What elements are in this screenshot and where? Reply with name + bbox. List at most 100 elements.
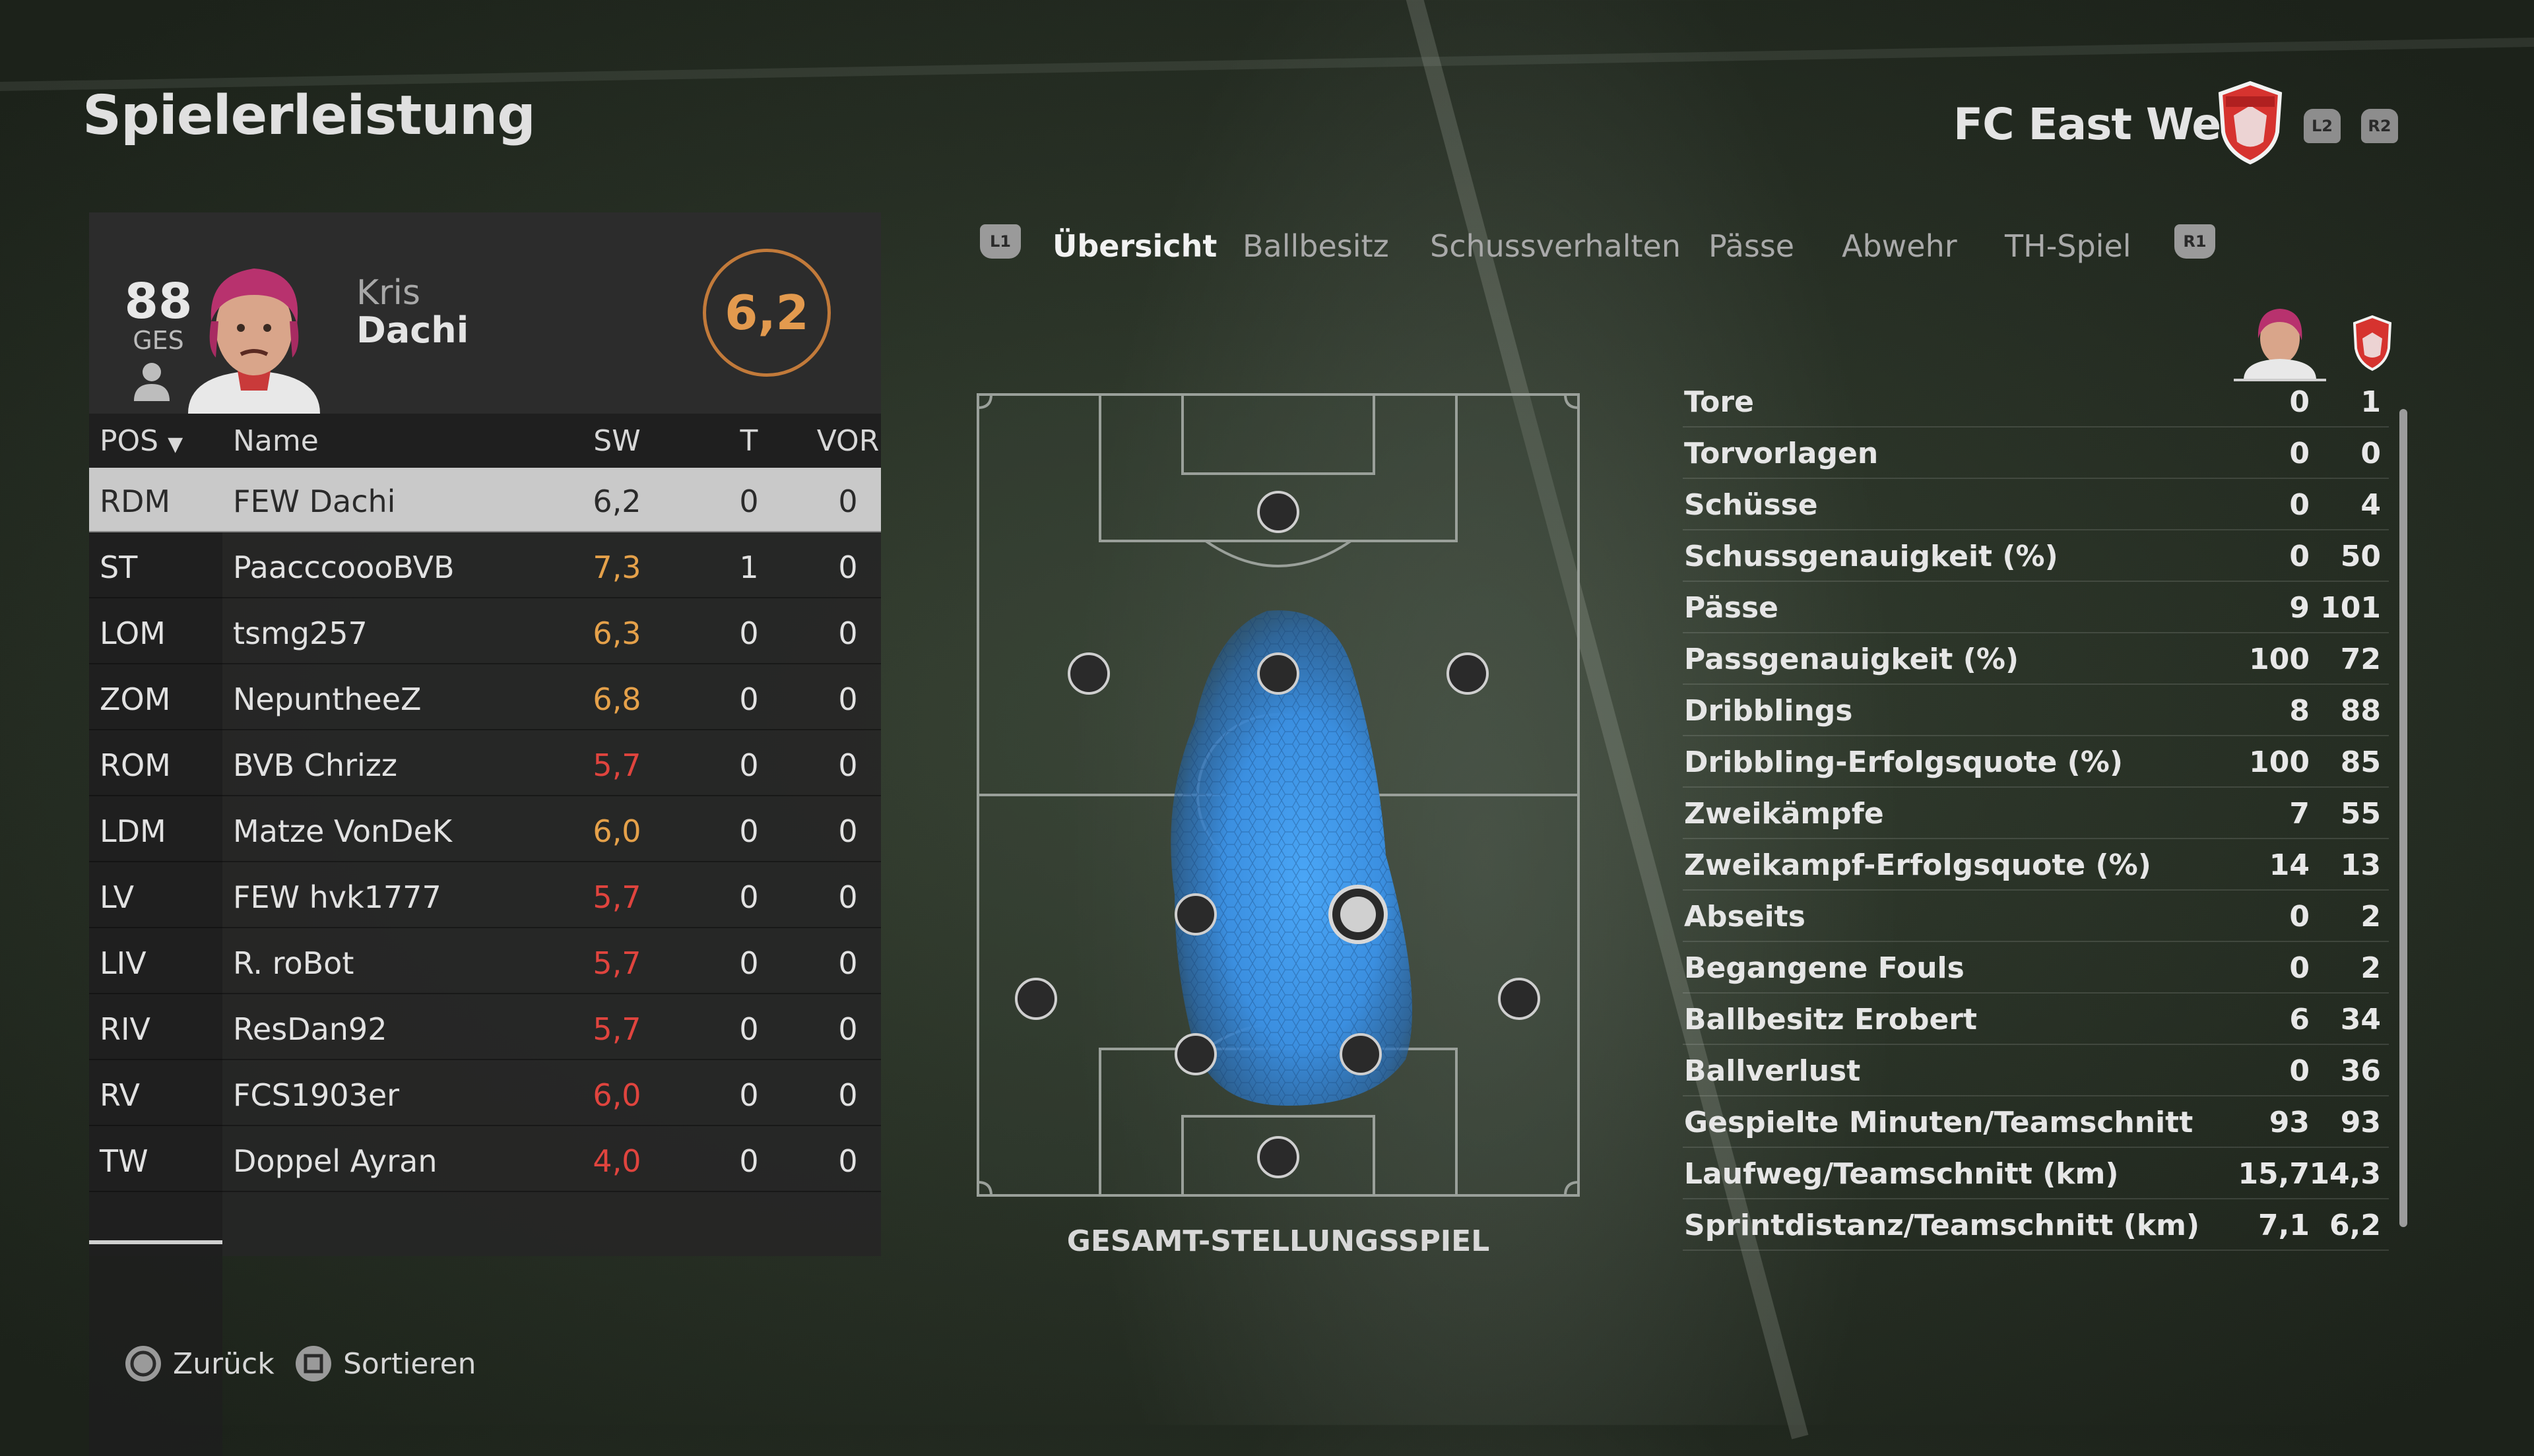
header-name[interactable]: Name	[233, 424, 319, 458]
tab-abwehr[interactable]: Abwehr	[1842, 228, 1957, 264]
row-rating: 7,3	[593, 550, 641, 585]
stat-player-value: 0	[2289, 488, 2310, 522]
stat-row: Ballbesitz Erobert 6 34	[1683, 994, 2389, 1045]
stat-label: Tore	[1684, 385, 1754, 419]
row-player-name: PaacccoooBVB	[233, 550, 455, 585]
team-crest-icon	[2353, 315, 2392, 371]
stat-player-value: 0	[2289, 437, 2310, 470]
tab-paesse[interactable]: Pässe	[1708, 228, 1795, 264]
stat-team-value: 50	[2340, 540, 2381, 573]
stat-team-value: 4	[2360, 488, 2381, 522]
row-player-name: BVB Chrizz	[233, 747, 398, 783]
stat-player-value: 7,1	[2258, 1209, 2310, 1242]
header-pos[interactable]: POS ▼	[100, 424, 183, 458]
stat-row: Schussgenauigkeit (%) 0 50	[1683, 530, 2389, 582]
row-position: LV	[100, 879, 135, 915]
stat-row: Dribblings 8 88	[1683, 685, 2389, 736]
table-row[interactable]: RDM FEW Dachi 6,2 0 0	[89, 468, 881, 532]
row-rating: 6,2	[593, 484, 641, 519]
sort-button[interactable]: Sortieren	[296, 1346, 476, 1381]
row-assists: 0	[838, 616, 858, 651]
row-goals: 0	[739, 1077, 759, 1113]
selected-player-header: 88 GES Kris Dachi 6,2	[89, 212, 881, 414]
l2-trigger-button[interactable]: L2	[2304, 109, 2341, 143]
r1-bumper-button[interactable]: R1	[2174, 224, 2215, 259]
row-player-name: NepuntheeZ	[233, 681, 422, 717]
row-player-name: tsmg257	[233, 616, 368, 651]
header-t[interactable]: T	[740, 424, 758, 458]
l1-bumper-button[interactable]: L1	[980, 224, 1021, 259]
row-position: ROM	[100, 747, 171, 783]
tab-schussverhalten[interactable]: Schussverhalten	[1430, 228, 1681, 264]
position-column-bg	[89, 414, 222, 1456]
table-row[interactable]: ST PaacccoooBVB 7,3 1 0	[89, 534, 881, 598]
stat-player-value: 0	[2289, 540, 2310, 573]
row-position: ZOM	[100, 681, 171, 717]
stat-row: Ballverlust 0 36	[1683, 1045, 2389, 1096]
row-assists: 0	[838, 1077, 858, 1113]
stat-label: Pässe	[1684, 591, 1778, 625]
stat-player-value: 8	[2289, 694, 2310, 728]
stat-team-value: 85	[2340, 745, 2381, 779]
tab-ballbesitz[interactable]: Ballbesitz	[1243, 228, 1389, 264]
row-assists: 0	[838, 747, 858, 783]
table-row[interactable]: TW Doppel Ayran 4,0 0 0	[89, 1127, 881, 1192]
person-icon	[134, 363, 170, 401]
stat-row: Laufweg/Teamschnitt (km) 15,7 14,3	[1683, 1148, 2389, 1199]
row-rating: 5,7	[593, 879, 641, 915]
stat-label: Dribblings	[1684, 694, 1853, 728]
row-goals: 0	[739, 879, 759, 915]
table-row[interactable]: RIV ResDan92 5,7 0 0	[89, 996, 881, 1060]
stat-team-value: 55	[2340, 797, 2381, 831]
row-goals: 0	[739, 616, 759, 651]
player-overall: 88	[124, 273, 193, 330]
circle-button-icon	[125, 1346, 161, 1381]
sort-button-label: Sortieren	[343, 1346, 476, 1381]
row-player-name: ResDan92	[233, 1011, 387, 1047]
r2-trigger-button[interactable]: R2	[2361, 109, 2398, 143]
stat-team-value: 2	[2360, 900, 2381, 934]
stat-team-value: 6,2	[2329, 1209, 2381, 1242]
table-row[interactable]: LDM Matze VonDeK 6,0 0 0	[89, 798, 881, 862]
stat-label: Zweikämpfe	[1684, 797, 1884, 831]
stat-label: Laufweg/Teamschnitt (km)	[1684, 1157, 2119, 1191]
stat-row: Torvorlagen 0 0	[1683, 427, 2389, 479]
row-goals: 0	[739, 747, 759, 783]
stat-row: Schüsse 0 4	[1683, 479, 2389, 530]
row-position: LOM	[100, 616, 166, 651]
back-button[interactable]: Zurück	[125, 1346, 275, 1381]
table-row[interactable]: LV FEW hvk1777 5,7 0 0	[89, 864, 881, 928]
row-player-name: R. roBot	[233, 945, 354, 981]
row-goals: 0	[739, 1011, 759, 1047]
header-vor[interactable]: VOR	[816, 424, 880, 458]
stat-label: Dribbling-Erfolgsquote (%)	[1684, 745, 2123, 779]
header-sw[interactable]: SW	[593, 424, 641, 458]
stat-label: Passgenauigkeit (%)	[1684, 643, 2019, 676]
row-goals: 0	[739, 945, 759, 981]
stats-scrollbar[interactable]	[2399, 409, 2407, 1227]
page-title: Spielerleistung	[82, 84, 536, 147]
stat-player-value: 0	[2289, 900, 2310, 934]
tab-uebersicht[interactable]: Übersicht	[1053, 228, 1218, 264]
stat-row: Begangene Fouls 0 2	[1683, 942, 2389, 994]
player-overall-label: GES	[133, 326, 184, 355]
row-position: LDM	[100, 813, 166, 849]
table-row[interactable]: RV FCS1903er 6,0 0 0	[89, 1061, 881, 1126]
table-row[interactable]: LIV R. roBot 5,7 0 0	[89, 930, 881, 994]
table-row[interactable]: ZOM NepuntheeZ 6,8 0 0	[89, 666, 881, 730]
row-assists: 0	[838, 1143, 858, 1179]
stat-team-value: 88	[2340, 694, 2381, 728]
stat-player-value: 0	[2289, 385, 2310, 419]
stat-row: Tore 0 1	[1683, 376, 2389, 427]
stat-team-value: 93	[2340, 1106, 2381, 1139]
table-row[interactable]: LOM tsmg257 6,3 0 0	[89, 600, 881, 664]
stat-row: Dribbling-Erfolgsquote (%) 100 85	[1683, 736, 2389, 788]
stat-row: Sprintdistanz/Teamschnitt (km) 7,1 6,2	[1683, 1199, 2389, 1251]
row-goals: 0	[739, 813, 759, 849]
sort-arrow-icon: ▼	[168, 433, 183, 456]
stat-team-value: 34	[2340, 1003, 2381, 1036]
positioning-heatmap	[977, 393, 1580, 1197]
stat-team-value: 1	[2360, 385, 2381, 419]
table-row[interactable]: ROM BVB Chrizz 5,7 0 0	[89, 732, 881, 796]
tab-th-spiel[interactable]: TH-Spiel	[2005, 228, 2131, 264]
